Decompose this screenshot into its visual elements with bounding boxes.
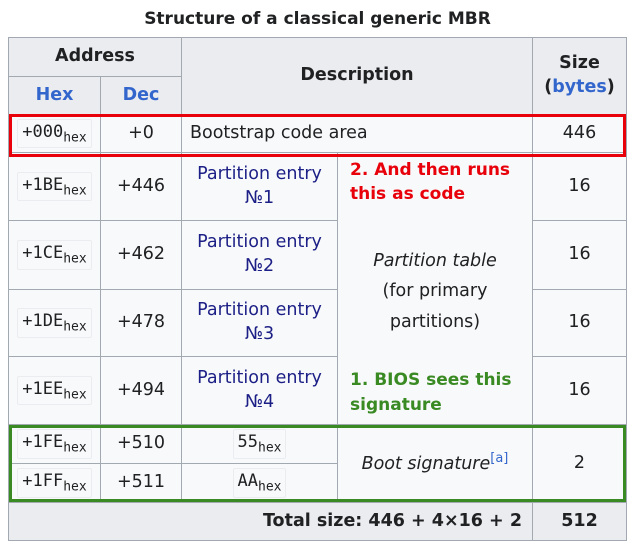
- code-value: +1FFhex: [17, 468, 92, 498]
- bytes-link[interactable]: bytes: [552, 77, 607, 97]
- dec-cell: +510: [100, 424, 182, 464]
- cell: +000hex: [8, 114, 101, 153]
- header-cell: Size (bytes): [532, 37, 627, 115]
- code-value: +1EEhex: [17, 375, 92, 406]
- annotation: 2. And then runs this as code: [350, 159, 511, 205]
- header-cell: Address: [8, 37, 182, 77]
- partition-entry: Partition entry №1: [181, 152, 338, 221]
- partition-table-cell: 2. And then runs this as code Partition t…: [337, 152, 533, 425]
- header-description: Description: [300, 65, 414, 86]
- row: +1FEhex +510 55hex Boot signature[a] 2: [8, 424, 627, 503]
- size-cell: 16: [532, 356, 627, 425]
- footer-row: Total size: 446 + 4×16 + 2 512: [8, 502, 627, 541]
- code-text: +1CE: [22, 243, 64, 264]
- code-text: +000: [22, 121, 64, 142]
- row: +1CEhex +462 Partition entry №2 16: [8, 220, 627, 290]
- size-cell: 2: [532, 424, 627, 503]
- partition-entry: Partition entry №2: [181, 220, 338, 290]
- partition-table-note: (for primary partitions): [382, 281, 488, 332]
- footnote-link[interactable]: [a]: [490, 451, 509, 467]
- row: +1FFhex +511 AAhex: [8, 463, 627, 503]
- code-text: +1FF: [22, 471, 64, 492]
- code-suffix: hex: [63, 440, 87, 456]
- code-text: +1DE: [22, 311, 64, 332]
- code-value: +1FEhex: [17, 429, 92, 459]
- size-cell: 16: [532, 289, 627, 357]
- size-cell: 446: [532, 114, 627, 153]
- code-suffix: hex: [63, 251, 87, 267]
- dec-cell: +478: [100, 289, 182, 357]
- code-suffix: hex: [63, 182, 87, 198]
- mbr-table: Address Description Size (bytes) Hex Dec …: [8, 37, 627, 541]
- footer-value: 512: [532, 502, 627, 541]
- footer-label: Total size: 446 + 4×16 + 2: [8, 502, 533, 541]
- row: +1DEhex +478 Partition entry №3 16: [8, 289, 627, 357]
- table-title: Structure of a classical generic MBR: [144, 9, 491, 29]
- code-suffix: hex: [63, 479, 87, 495]
- code-text: +1EE: [22, 378, 64, 399]
- header-hex: Hex: [8, 76, 101, 115]
- code-suffix: hex: [63, 129, 87, 145]
- cell: +1EEhex: [8, 356, 101, 425]
- code-text: 55: [237, 432, 258, 453]
- size-cell: 16: [532, 220, 627, 290]
- dec-cell: +494: [100, 356, 182, 425]
- annotation: 1. BIOS sees this signature: [350, 370, 512, 415]
- header-address: Address: [55, 46, 135, 67]
- boot-signature: Boot signature[a]: [337, 424, 533, 503]
- code-text: AA: [237, 471, 258, 492]
- partition-entry: Partition entry №3: [181, 289, 338, 357]
- code-suffix: hex: [63, 386, 87, 402]
- dec-cell: +0: [100, 114, 182, 153]
- code-suffix: hex: [258, 479, 282, 495]
- header-cell: Description: [181, 37, 533, 115]
- cell-wrap: 2. And then runs this as code Partition t…: [338, 154, 532, 424]
- cell: +1BEhex: [8, 152, 101, 221]
- code-value: +1DEhex: [17, 308, 92, 338]
- row: +1EEhex +494 Partition entry №4 16: [8, 356, 627, 425]
- code-text: +1BE: [22, 174, 64, 195]
- cell: +1DEhex: [8, 289, 101, 357]
- code-text: +1FE: [22, 432, 64, 453]
- code-value: AAhex: [232, 468, 287, 498]
- code-value: +1CEhex: [17, 240, 92, 270]
- code-value: +000hex: [17, 118, 92, 149]
- header-dec: Dec: [100, 76, 182, 115]
- cell: +1CEhex: [8, 220, 101, 290]
- cell: AAhex: [181, 463, 338, 503]
- dec-cell: +462: [100, 220, 182, 290]
- header-size: Size: [559, 53, 600, 74]
- dec-cell: +446: [100, 152, 182, 221]
- code-suffix: hex: [258, 440, 282, 456]
- cell: +1FEhex: [8, 424, 101, 464]
- paren: (: [544, 77, 553, 97]
- size-cell: 16: [532, 152, 627, 221]
- partition-entry: Partition entry №4: [181, 356, 338, 425]
- row: +1BEhex +446 Partition entry №1 2. And then…: [8, 152, 627, 425]
- code-value: +1BEhex: [17, 171, 92, 202]
- partition-table-text: Partition table (for primary partitions): [338, 246, 532, 338]
- dec-cell: +511: [100, 463, 182, 503]
- description-cell: Bootstrap code area: [181, 114, 533, 153]
- partition-table-title: Partition table: [373, 250, 497, 271]
- boot-signature-text: Boot signature: [361, 454, 491, 475]
- cell: +1FFhex: [8, 463, 101, 503]
- code-value: 55hex: [232, 429, 287, 459]
- cell: 55hex: [181, 424, 338, 464]
- row: +000hex +0 Bootstrap code area 446: [8, 114, 627, 153]
- code-suffix: hex: [63, 319, 87, 335]
- paren: ): [606, 77, 615, 97]
